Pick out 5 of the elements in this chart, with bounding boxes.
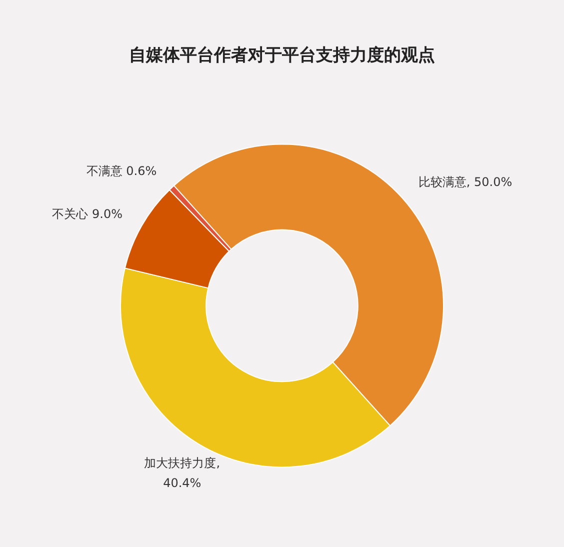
slice-label: 不关心 9.0% xyxy=(52,207,123,222)
slice-label: 比较满意, 50.0% xyxy=(418,175,512,190)
slice-label: 加大扶持力度, 40.4% xyxy=(144,456,220,490)
slice-label: 不满意 0.6% xyxy=(86,164,157,178)
chart-title: 自媒体平台作者对于平台支持力度的观点 xyxy=(129,46,435,66)
